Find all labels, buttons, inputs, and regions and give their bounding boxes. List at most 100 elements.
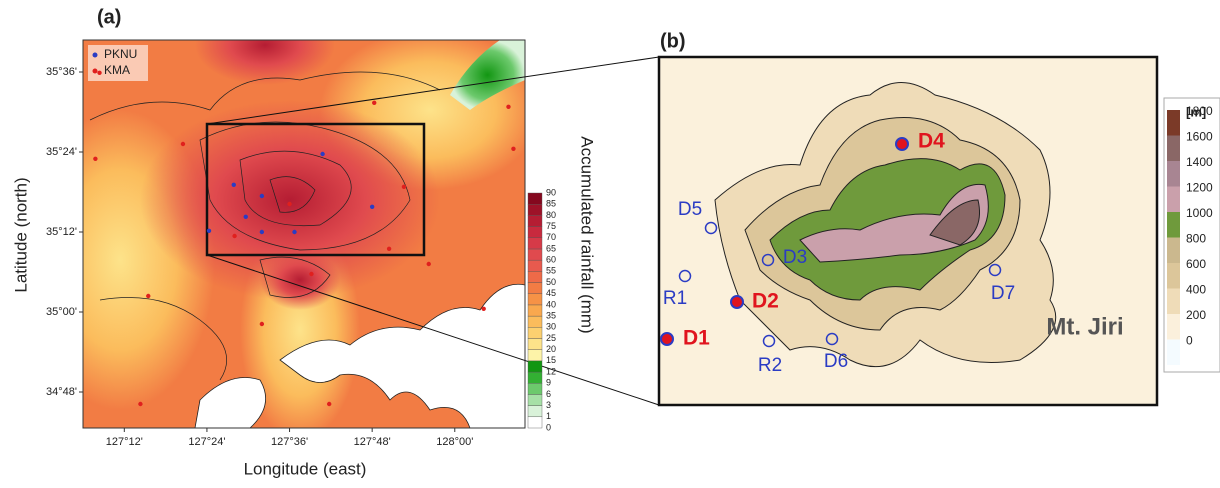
colorbar-segment bbox=[527, 215, 543, 227]
colorbar-tick-label: 12 bbox=[546, 366, 556, 376]
colorbar-segment bbox=[527, 203, 543, 216]
site-label: R2 bbox=[758, 355, 782, 376]
station bbox=[243, 214, 248, 219]
colorbar-segment bbox=[527, 304, 543, 317]
colorbar-segment bbox=[527, 282, 543, 294]
colorbar-tick-label: 35 bbox=[546, 310, 556, 320]
site-label: D1 bbox=[683, 327, 710, 350]
site-marker bbox=[762, 334, 776, 348]
y-axis-label: Latitude (north) bbox=[11, 177, 30, 292]
y-tick-label: 35°24' bbox=[46, 146, 77, 158]
colorbar-label: Accumulated rainfall (mm) bbox=[578, 136, 597, 333]
station bbox=[292, 229, 297, 235]
station bbox=[309, 271, 314, 277]
station bbox=[320, 151, 325, 157]
zoom-line bbox=[206, 254, 660, 406]
colorbar-segment bbox=[527, 338, 543, 350]
colorbar-tick-label: 85 bbox=[546, 199, 556, 209]
colorbar-segment bbox=[527, 226, 543, 238]
colorbar-segment bbox=[527, 371, 543, 384]
panel-label: (a) bbox=[97, 6, 121, 28]
site-marker bbox=[660, 332, 674, 346]
x-tick-label: 127°36' bbox=[271, 436, 308, 448]
x-tick-label: 127°48' bbox=[354, 436, 391, 448]
colorbar-segment bbox=[527, 315, 543, 328]
panel-label: (b) bbox=[660, 30, 686, 52]
colorbar-segment bbox=[1167, 161, 1180, 187]
site-label: D4 bbox=[918, 130, 945, 153]
station bbox=[146, 293, 151, 299]
colorbar-tick-label: 25 bbox=[546, 333, 556, 343]
station bbox=[287, 201, 292, 207]
y-tick-label: 35°36' bbox=[46, 66, 77, 78]
colorbar-segment bbox=[1167, 186, 1180, 212]
site-marker bbox=[678, 269, 692, 283]
colorbar-tick-label: 1 bbox=[546, 411, 551, 421]
colorbar-tick-label: 9 bbox=[546, 378, 551, 388]
colorbar-tick-label: 400 bbox=[1186, 283, 1206, 297]
colorbar-tick-label: 55 bbox=[546, 266, 556, 276]
colorbar-tick-label: 15 bbox=[546, 355, 556, 365]
site-label: D5 bbox=[678, 199, 702, 220]
colorbar-segment bbox=[1167, 135, 1180, 161]
station bbox=[138, 401, 143, 407]
colorbar-tick-label: 60 bbox=[546, 255, 556, 265]
x-tick-label: 127°24' bbox=[188, 436, 225, 448]
zoom-line bbox=[206, 56, 660, 125]
colorbar-tick-label: 75 bbox=[546, 221, 556, 231]
colorbar-segment bbox=[527, 192, 543, 205]
colorbar-segment bbox=[1167, 237, 1180, 263]
colorbar-segment bbox=[527, 383, 543, 395]
colorbar-tick-label: 1400 bbox=[1186, 155, 1213, 169]
x-tick-label: 127°12' bbox=[106, 436, 143, 448]
x-axis-label: Longitude (east) bbox=[244, 459, 367, 478]
colorbar-segment bbox=[527, 349, 543, 362]
colorbar-segment bbox=[527, 394, 543, 406]
colorbar-tick-label: 90 bbox=[546, 187, 556, 197]
colorbar-segment bbox=[527, 405, 543, 418]
map-frame bbox=[82, 39, 526, 429]
colorbar-tick-label: 30 bbox=[546, 322, 556, 332]
colorbar-segment bbox=[1167, 263, 1180, 289]
site-marker bbox=[895, 137, 909, 151]
colorbar-segment bbox=[1167, 314, 1180, 340]
y-tick-label: 34°48' bbox=[46, 386, 77, 398]
colorbar-segment bbox=[527, 248, 543, 261]
site-marker bbox=[988, 263, 1002, 277]
colorbar-tick-label: 70 bbox=[546, 232, 556, 242]
colorbar-tick-label: 65 bbox=[546, 243, 556, 253]
y-tick-label: 35°12' bbox=[46, 226, 77, 238]
legend-box bbox=[88, 45, 148, 81]
station bbox=[372, 100, 377, 106]
zoom-box bbox=[205, 122, 426, 257]
station bbox=[259, 193, 265, 199]
site-marker bbox=[761, 253, 775, 267]
rainfall-map bbox=[83, 40, 525, 428]
colorbar-segment bbox=[527, 293, 543, 306]
colorbar-tick-label: 80 bbox=[546, 210, 556, 220]
colorbar-tick-label: 1200 bbox=[1186, 181, 1213, 195]
colorbar-tick-label: 1800 bbox=[1186, 104, 1213, 118]
colorbar-segment bbox=[527, 271, 543, 283]
colorbar-segment bbox=[1167, 339, 1180, 365]
colorbar-tick-label: 50 bbox=[546, 277, 556, 287]
station bbox=[97, 70, 102, 76]
site-label: R1 bbox=[663, 288, 687, 309]
colorbar-segment bbox=[527, 327, 543, 339]
site-label: D6 bbox=[824, 351, 848, 372]
colorbar-tick-label: 45 bbox=[546, 288, 556, 298]
colorbar-tick-label: 1600 bbox=[1186, 130, 1213, 144]
colorbar-segment bbox=[527, 259, 543, 272]
colorbar-tick-label: 20 bbox=[546, 344, 556, 354]
station bbox=[232, 233, 237, 239]
site-label: D3 bbox=[783, 247, 807, 268]
station bbox=[401, 184, 407, 189]
station bbox=[506, 104, 511, 110]
colorbar-tick-label: 6 bbox=[546, 389, 551, 399]
station bbox=[180, 141, 186, 147]
station bbox=[511, 146, 516, 151]
colorbar-tick-label: 600 bbox=[1186, 257, 1206, 271]
legend-label: KMA bbox=[104, 63, 130, 77]
colorbar-tick-label: 40 bbox=[546, 299, 556, 309]
